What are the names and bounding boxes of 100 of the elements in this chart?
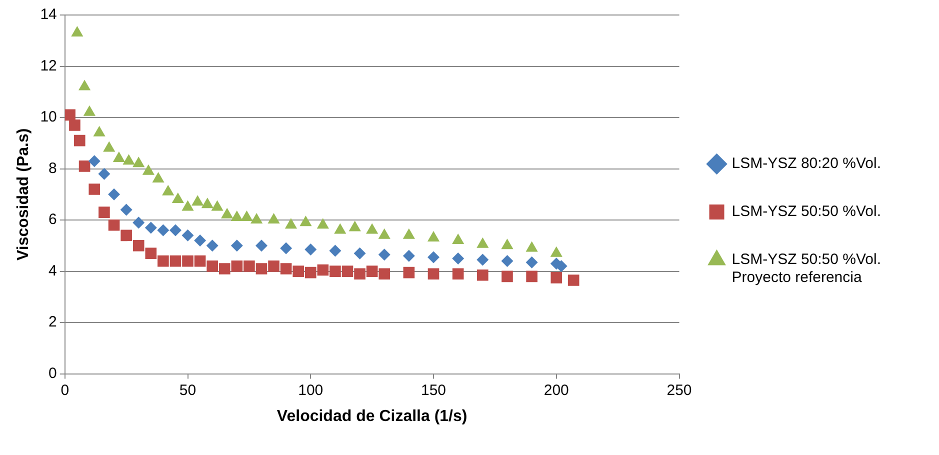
point <box>300 216 312 226</box>
y-tick-label: 6 <box>48 211 57 228</box>
point <box>330 266 341 277</box>
point <box>206 260 218 272</box>
point <box>402 250 415 262</box>
point <box>192 195 204 206</box>
point <box>157 224 170 236</box>
point <box>240 210 253 221</box>
point <box>428 251 440 264</box>
point <box>112 152 126 162</box>
point <box>144 222 157 234</box>
point <box>182 255 194 267</box>
point <box>378 268 390 280</box>
legend-label: LSM-YSZ 50:50 %Vol. <box>732 203 882 220</box>
point <box>120 204 132 216</box>
point <box>132 216 145 229</box>
point <box>78 160 90 172</box>
y-tick-label: 8 <box>48 160 57 177</box>
legend-label: LSM-YSZ 80:20 %Vol. <box>732 155 882 172</box>
point <box>218 263 230 274</box>
point <box>502 270 513 282</box>
point <box>255 240 268 252</box>
point <box>477 269 488 281</box>
point <box>378 248 390 261</box>
point <box>71 26 84 36</box>
x-tick-label: 250 <box>666 382 692 399</box>
point <box>452 252 464 264</box>
point <box>221 208 234 218</box>
point <box>334 223 346 234</box>
point <box>78 80 91 90</box>
point <box>329 244 342 257</box>
point <box>366 266 378 277</box>
point <box>103 141 116 152</box>
point <box>206 240 218 252</box>
y-tick-label: 2 <box>48 314 57 331</box>
point <box>211 200 224 211</box>
point <box>83 105 96 116</box>
point <box>304 244 317 256</box>
x-tick-label: 200 <box>544 382 569 399</box>
point <box>354 247 366 260</box>
point <box>194 255 206 267</box>
point <box>98 206 110 218</box>
y-axis-title: Viscosidad (Pa.s) <box>15 128 32 260</box>
point <box>182 200 194 211</box>
point <box>292 266 304 277</box>
point <box>526 270 538 282</box>
point <box>172 192 184 204</box>
point <box>98 168 110 180</box>
point <box>316 218 329 229</box>
point <box>250 213 263 224</box>
point <box>162 184 174 196</box>
point <box>152 172 164 183</box>
point <box>182 229 194 242</box>
point <box>452 234 464 244</box>
y-tick-label: 12 <box>40 57 57 74</box>
point <box>142 164 154 175</box>
point <box>501 255 514 268</box>
point <box>354 268 366 280</box>
point <box>231 260 243 272</box>
y-tick-label: 14 <box>40 6 57 24</box>
point <box>268 213 280 224</box>
x-axis-title: Velocidad de Cizalla (1/s) <box>276 408 468 425</box>
point <box>145 248 157 260</box>
point <box>366 223 378 234</box>
point <box>452 268 464 280</box>
x-tick-label: 50 <box>179 382 196 399</box>
point <box>88 184 100 195</box>
point <box>230 240 243 252</box>
point <box>284 218 298 229</box>
point <box>169 224 182 236</box>
point <box>427 230 440 242</box>
point <box>194 234 206 247</box>
point <box>317 264 329 276</box>
point <box>88 155 100 168</box>
point <box>244 260 255 272</box>
point <box>501 238 514 250</box>
point <box>378 228 390 239</box>
point <box>132 240 144 252</box>
point <box>476 254 489 266</box>
point <box>122 154 135 165</box>
point <box>74 134 86 146</box>
point <box>550 272 562 284</box>
point <box>402 228 415 239</box>
point <box>280 242 292 254</box>
x-tick-label: 150 <box>420 382 446 399</box>
y-tick-label: 10 <box>40 108 57 126</box>
point <box>268 260 280 272</box>
point <box>526 241 538 252</box>
point <box>108 188 120 200</box>
point <box>568 274 580 286</box>
y-tick-label: 0 <box>48 364 57 382</box>
point <box>526 256 538 268</box>
point <box>132 156 145 168</box>
point <box>348 220 361 232</box>
point <box>93 126 106 136</box>
point <box>158 255 169 267</box>
y-tick-label: 4 <box>48 262 57 280</box>
x-tick-label: 100 <box>298 382 324 399</box>
point <box>403 266 415 278</box>
point <box>342 266 354 277</box>
